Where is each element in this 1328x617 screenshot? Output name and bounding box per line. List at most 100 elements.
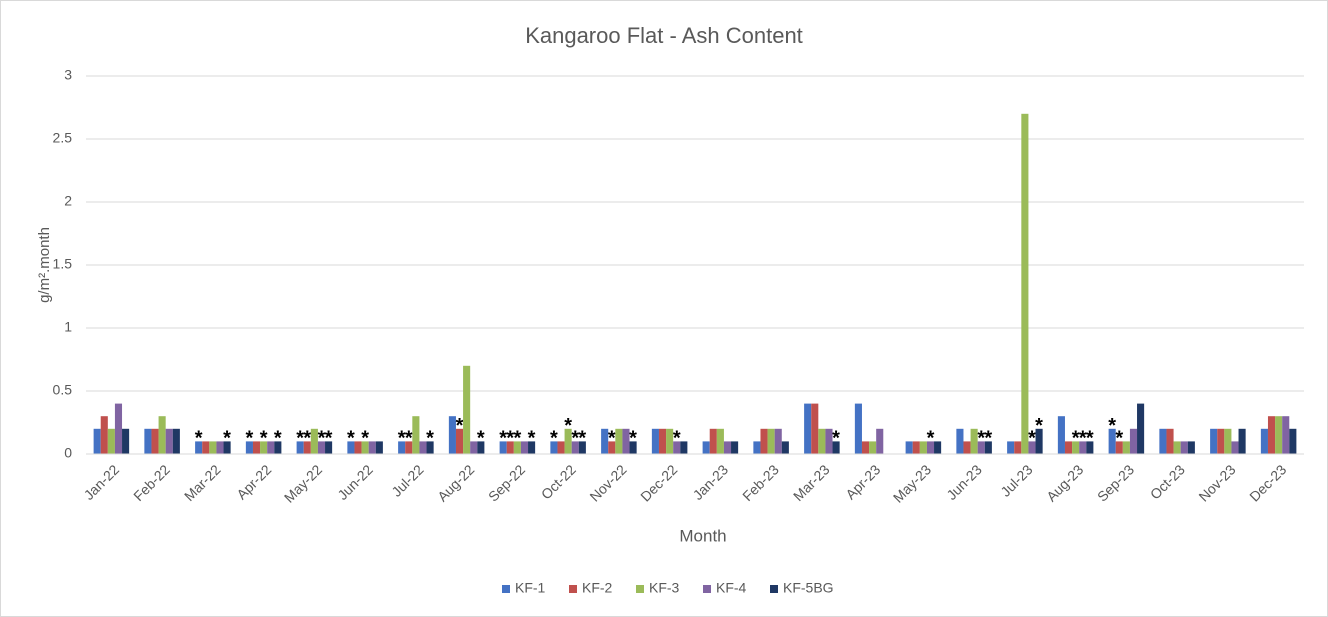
bar: [520, 441, 529, 454]
bar-note: *: [608, 428, 616, 450]
bar-note: *: [296, 428, 304, 450]
bar: [1007, 441, 1015, 454]
bar: [832, 441, 840, 454]
bar: [1122, 441, 1130, 454]
bar-note: *: [984, 428, 992, 450]
bar: [1166, 428, 1174, 454]
bar: [477, 441, 485, 454]
bar-note: *: [1115, 428, 1123, 450]
bar: [926, 441, 935, 454]
bar: [165, 428, 173, 454]
bar: [1238, 428, 1246, 454]
bar: [1159, 428, 1167, 454]
bar: [811, 403, 819, 454]
legend-swatch: [502, 585, 510, 593]
bar-note: *: [629, 428, 637, 450]
bar: [1021, 113, 1029, 455]
bar: [144, 428, 152, 454]
y-tick-label: 1.5: [53, 256, 73, 272]
bar: [1014, 441, 1022, 454]
bar: [1282, 416, 1290, 454]
bar: [223, 441, 231, 454]
legend-swatch: [703, 585, 711, 593]
bar: [804, 403, 812, 454]
bar-note: *: [303, 428, 311, 450]
bar: [528, 441, 536, 454]
bar: [760, 428, 768, 454]
bar: [1086, 441, 1094, 454]
bar: [151, 428, 159, 454]
bar-note: *: [274, 428, 282, 450]
bar-note: *: [426, 428, 434, 450]
bar: [905, 441, 913, 454]
bar: [716, 428, 724, 454]
bar: [325, 441, 333, 454]
bar: [1108, 428, 1116, 454]
bar: [375, 441, 383, 454]
legend-swatch: [770, 585, 778, 593]
bar: [354, 441, 362, 454]
bar-note: *: [1072, 428, 1080, 450]
legend-label: KF-1: [515, 580, 546, 596]
bar: [774, 428, 782, 454]
bar: [564, 428, 572, 454]
bar: [245, 441, 253, 454]
legend-swatch: [569, 585, 577, 593]
legend-label: KF-4: [716, 580, 747, 596]
bar: [984, 441, 992, 454]
bar-note: *: [1028, 428, 1036, 450]
bar: [578, 441, 586, 454]
bar: [970, 428, 978, 454]
bar: [601, 428, 609, 454]
bar-note: *: [325, 428, 333, 450]
bar-note: *: [673, 428, 681, 450]
bar: [1035, 428, 1043, 454]
bar: [310, 428, 318, 454]
legend-label: KF-5BG: [783, 580, 834, 596]
bar-note: *: [506, 428, 514, 450]
y-axis-label: g/m².month: [36, 227, 53, 303]
bar-note: *: [578, 428, 586, 450]
bar: [658, 428, 667, 454]
legend-label: KF-3: [649, 580, 680, 596]
bar: [1260, 428, 1268, 454]
bar: [506, 441, 514, 454]
y-tick-label: 1: [64, 319, 72, 335]
legend-swatch: [636, 585, 644, 593]
bar-note: *: [405, 428, 413, 450]
bar: [202, 441, 210, 454]
bar: [818, 428, 826, 454]
bar-note: *: [528, 428, 536, 450]
x-axis-label: Month: [679, 526, 726, 545]
bar: [274, 441, 282, 454]
bar: [93, 428, 101, 454]
bar: [296, 441, 304, 454]
bar: [209, 441, 217, 454]
bar: [1289, 428, 1297, 454]
bar: [317, 441, 326, 454]
bar: [463, 365, 471, 454]
bar: [252, 441, 261, 454]
bar-note: *: [1035, 415, 1043, 437]
bar: [426, 441, 434, 454]
bar: [622, 428, 630, 454]
y-tick-label: 0.5: [53, 382, 73, 398]
bar: [1173, 441, 1181, 454]
bar: [172, 428, 180, 454]
bar: [919, 441, 927, 454]
bar-note: *: [1086, 428, 1094, 450]
bar: [1224, 428, 1232, 454]
bar: [1115, 441, 1123, 454]
bar: [723, 441, 732, 454]
bar: [455, 428, 464, 454]
bar-note: *: [1108, 415, 1116, 437]
bar: [267, 441, 275, 454]
bar-note: *: [195, 428, 203, 450]
bar-note: *: [456, 415, 464, 437]
bar: [347, 441, 355, 454]
bar: [1057, 416, 1065, 454]
bar: [709, 428, 717, 454]
bar-note: *: [318, 428, 326, 450]
bar: [1267, 416, 1276, 454]
y-tick-label: 3: [64, 67, 72, 83]
